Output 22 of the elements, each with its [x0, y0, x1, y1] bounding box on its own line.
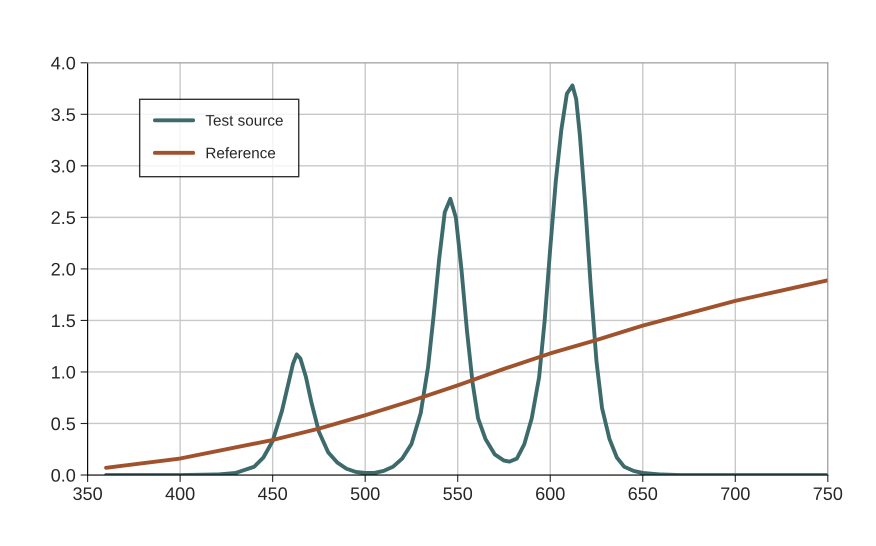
- x-tick-label: 700: [721, 487, 750, 500]
- y-tick-label: 0.5: [51, 417, 76, 430]
- y-tick-label: 1.5: [52, 314, 76, 328]
- y-tick-label: 3.0: [51, 160, 76, 173]
- y-tick-label: 4.0: [51, 56, 76, 70]
- x-tick-label: 450: [258, 487, 288, 500]
- x-tick-label: 550: [443, 487, 472, 500]
- y-tick-label: 3.5: [51, 108, 76, 122]
- x-tick-label: 600: [536, 487, 565, 500]
- y-tick-label: 1.0: [52, 366, 76, 379]
- y-tick-label: 2.5: [52, 211, 76, 224]
- x-tick-label: 750: [814, 487, 842, 500]
- legend-label: Test source: [206, 115, 283, 126]
- line-series: [104, 84, 828, 476]
- x-tick-label: 650: [628, 487, 658, 500]
- line-series: [104, 278, 828, 470]
- x-tick-label: 400: [165, 487, 194, 500]
- x-tick-label: 350: [73, 487, 102, 500]
- legend-label: Reference: [206, 147, 276, 158]
- x-tick-label: 500: [350, 487, 380, 500]
- y-tick-label: 0.0: [51, 468, 76, 482]
- y-tick-label: 2.0: [52, 262, 76, 276]
